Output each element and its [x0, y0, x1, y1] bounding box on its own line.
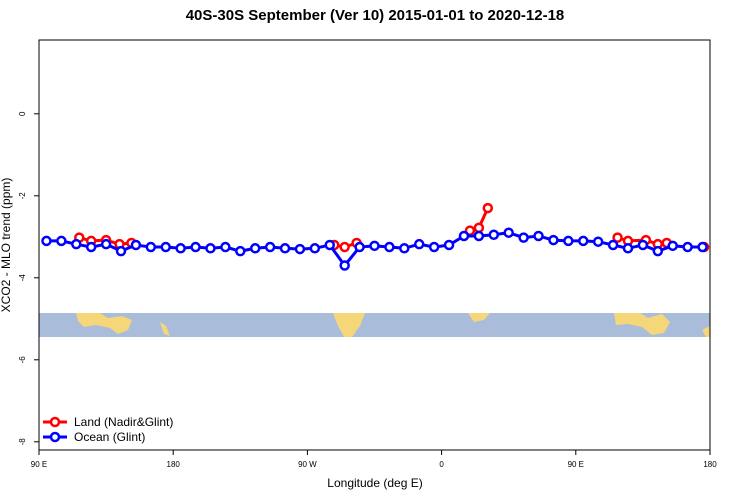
- chart-title: 40S-30S September (Ver 10) 2015-01-01 to…: [186, 7, 565, 24]
- point: [130, 239, 142, 251]
- legend-marker: [49, 431, 61, 443]
- point: [428, 241, 440, 253]
- point: [682, 241, 693, 253]
- point: [399, 243, 410, 254]
- point: [637, 239, 649, 251]
- legend-marker: [49, 416, 61, 428]
- point: [175, 243, 186, 254]
- point: [548, 234, 559, 246]
- point: [413, 238, 425, 250]
- y-tick-label: 0: [18, 111, 27, 116]
- point: [612, 232, 623, 243]
- point: [563, 235, 574, 247]
- point: [115, 245, 127, 257]
- point: [533, 230, 544, 242]
- point: [339, 260, 350, 271]
- point: [160, 241, 171, 253]
- point: [324, 239, 336, 251]
- point: [488, 229, 500, 240]
- legend-label: Ocean (Glint): [74, 430, 145, 444]
- point: [339, 241, 350, 253]
- point: [458, 230, 470, 242]
- x-tick-label: 0: [439, 460, 444, 469]
- point: [667, 240, 678, 252]
- x-axis-label: Longitude (deg E): [327, 476, 422, 490]
- map-strip: [39, 313, 710, 337]
- point: [607, 239, 619, 251]
- point: [249, 243, 261, 254]
- point: [235, 245, 246, 257]
- point: [100, 238, 112, 250]
- point: [309, 243, 321, 254]
- point: [503, 227, 514, 238]
- point: [578, 235, 589, 247]
- point: [41, 235, 52, 247]
- x-tick-label: 180: [167, 460, 181, 469]
- y-tick-label: -6: [18, 356, 27, 364]
- y-axis-label: XCO2 - MLO trend (ppm): [0, 178, 13, 313]
- x-tick-label: 90 E: [31, 460, 47, 469]
- point: [354, 241, 365, 253]
- point: [71, 238, 82, 250]
- point: [592, 236, 604, 247]
- y-tick-label: -4: [18, 274, 27, 282]
- point: [190, 241, 201, 253]
- point: [697, 241, 708, 253]
- point: [622, 243, 634, 254]
- point: [384, 241, 395, 253]
- point: [145, 241, 157, 253]
- point: [205, 243, 216, 254]
- point: [482, 202, 494, 214]
- point: [369, 240, 380, 252]
- point: [279, 243, 291, 254]
- point: [264, 241, 276, 253]
- y-tick-label: -8: [18, 438, 27, 446]
- x-tick-label: 90 W: [298, 460, 317, 469]
- point: [518, 232, 529, 243]
- point: [473, 230, 485, 242]
- point: [652, 245, 664, 257]
- plot-frame: [38, 39, 711, 451]
- point: [85, 241, 97, 253]
- y-tick-label: -2: [18, 192, 27, 200]
- point: [220, 241, 231, 253]
- legend-label: Land (Nadir&Glint): [74, 415, 173, 429]
- point: [294, 243, 306, 255]
- x-tick-label: 90 E: [568, 460, 584, 469]
- point: [443, 239, 455, 251]
- point: [56, 235, 67, 247]
- x-tick-label: 180: [703, 460, 717, 469]
- point: [473, 222, 485, 234]
